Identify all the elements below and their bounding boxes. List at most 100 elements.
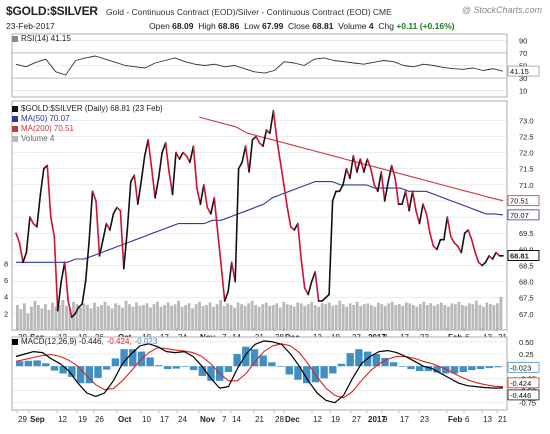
price-segment xyxy=(154,177,160,199)
price-segment xyxy=(390,164,397,180)
price-tick-label: 68.0 xyxy=(519,278,534,287)
volume-bar xyxy=(89,308,93,330)
volume-bar xyxy=(341,304,345,330)
volume-bar xyxy=(268,305,272,330)
macd-histogram-bar xyxy=(146,357,154,367)
volume-bar xyxy=(303,305,307,330)
volume-bar xyxy=(345,306,349,330)
volume-bar xyxy=(415,306,419,330)
volume-bar xyxy=(40,308,44,330)
volume-bar xyxy=(219,300,222,330)
volume-bar xyxy=(282,301,286,330)
price-segment xyxy=(491,251,497,260)
volume-bar xyxy=(387,303,391,330)
price-segment xyxy=(352,155,358,173)
volume-bar xyxy=(482,306,485,330)
ma50-value-tag-box xyxy=(507,209,540,221)
chart-header: $GOLD:$SILVER Gold - Continuous Contract… xyxy=(4,2,546,32)
volume-bar xyxy=(47,310,51,330)
price-segment xyxy=(143,138,149,157)
price-segment xyxy=(449,235,456,244)
stockcharts-watermark[interactable]: @ StockCharts.com xyxy=(461,5,542,15)
volume-bar xyxy=(96,306,100,330)
price-segment xyxy=(109,213,115,231)
price-segment xyxy=(175,151,181,160)
volume-bar xyxy=(408,303,412,330)
rsi-tick-label: 10 xyxy=(519,87,527,96)
macd-x-label: 6 xyxy=(465,415,470,424)
ma50-line xyxy=(16,181,504,263)
macd-x-label: 29 xyxy=(18,415,27,424)
volume-bar xyxy=(198,301,201,330)
macd-histogram-bar xyxy=(259,355,267,367)
price-segment xyxy=(185,155,191,164)
volume-bar xyxy=(201,305,205,330)
volume-bar xyxy=(320,303,324,330)
volume-bar xyxy=(100,305,103,330)
price-segment xyxy=(84,242,90,283)
price-segment xyxy=(168,171,174,196)
price-segment xyxy=(206,206,212,215)
volume-bar xyxy=(401,305,405,330)
price-segment xyxy=(349,155,355,180)
volume-tick-label: 8 xyxy=(4,259,8,268)
price-segment xyxy=(196,187,202,205)
price-segment xyxy=(307,280,313,296)
price-segment xyxy=(269,109,275,135)
volume-bar xyxy=(324,304,328,330)
price-segment xyxy=(102,222,108,241)
volume-bar xyxy=(184,305,187,330)
price-segment xyxy=(81,280,87,306)
rsi-line xyxy=(15,55,504,76)
volume-bar xyxy=(16,305,19,330)
macd-histogram-bar xyxy=(181,366,189,367)
macd-histogram-bar xyxy=(224,366,233,372)
price-segment xyxy=(116,206,122,212)
price-segment xyxy=(147,138,153,170)
macd-histogram-bar xyxy=(320,366,328,379)
price-segment xyxy=(415,209,421,225)
macd-histogram-bar xyxy=(24,360,33,367)
volume-bar xyxy=(205,305,208,330)
price-segment xyxy=(328,200,334,296)
price-segment xyxy=(296,222,303,260)
macd-tick-label: 0.25 xyxy=(519,350,534,359)
price-segment xyxy=(484,255,490,264)
ma200-value-tag-box xyxy=(507,195,540,207)
volume-bar xyxy=(306,304,310,330)
price-segment xyxy=(189,145,195,164)
ma200-value-tag: 70.51 xyxy=(510,197,529,206)
macd-histogram-bar xyxy=(120,349,128,367)
volume-bar xyxy=(285,304,289,330)
volume-bar xyxy=(296,302,300,330)
macd-histogram-bar xyxy=(485,366,493,369)
chart-subtitle: Gold - Continuous Contract (EOD)/Silver … xyxy=(106,7,392,17)
price-segment xyxy=(241,145,247,164)
volume-bar xyxy=(261,304,265,330)
macd-histogram-bar xyxy=(68,366,76,377)
macd-histogram-bar xyxy=(103,366,111,370)
volume-tick-label: 6 xyxy=(4,276,8,285)
volume-bar xyxy=(149,307,152,330)
volume-bar xyxy=(478,305,482,330)
rsi-tick-label: 30 xyxy=(519,74,527,83)
volume-bar xyxy=(390,301,394,330)
volume-bar xyxy=(443,305,447,330)
macd-histogram-bar xyxy=(189,366,198,371)
macd-histogram-bar xyxy=(372,354,380,367)
macd-histogram-bar xyxy=(85,366,93,384)
volume-bar xyxy=(79,307,82,330)
rsi-value-tag-box xyxy=(507,65,540,77)
macd-histogram-bar xyxy=(303,366,311,384)
rsi-legend: RSI(14) 41.15 xyxy=(12,34,71,44)
price-segment xyxy=(366,158,372,170)
volume-bar xyxy=(236,302,240,330)
price-segment xyxy=(401,190,407,205)
macd-legend: MACD(12,26,9) -0.446, -0.424, -0.023 xyxy=(12,337,157,347)
macd-x-label: 13 xyxy=(483,415,492,424)
macd-x-label: 17 xyxy=(160,415,169,424)
volume-bar xyxy=(366,303,370,330)
volume-bar xyxy=(68,309,72,330)
macd-x-label: 27 xyxy=(352,415,361,424)
